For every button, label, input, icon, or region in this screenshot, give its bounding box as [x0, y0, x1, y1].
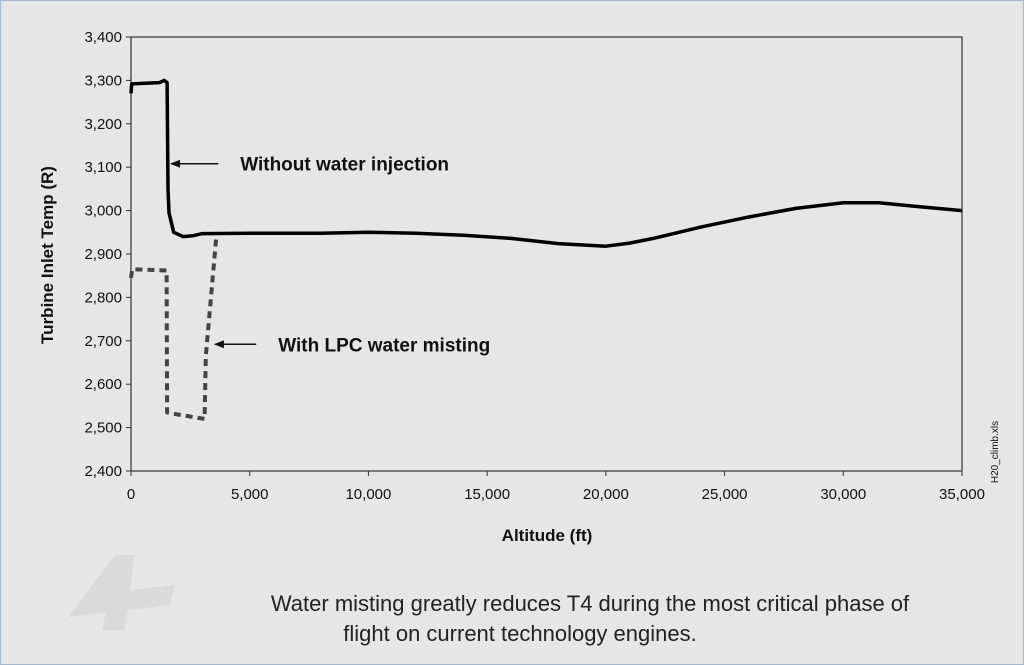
y-tick-label: 3,000 [84, 203, 122, 220]
y-tick-label: 2,900 [84, 246, 122, 263]
caption-line-1: Water misting greatly reduces T4 during … [270, 591, 910, 616]
x-tick-label: 30,000 [820, 486, 866, 503]
x-tick-label: 15,000 [464, 486, 510, 503]
y-axis-label: Turbine Inlet Temp (R) [38, 166, 57, 344]
turbine-temp-chart: 0 5,000 10,000 15,000 20,000 25,000 30,000 35,0… [38, 29, 1001, 545]
y-tick-label: 3,100 [84, 159, 122, 176]
x-tick-label: 20,000 [583, 486, 629, 503]
y-tick-label: 2,500 [84, 420, 122, 437]
y-tick-label: 2,800 [84, 289, 122, 306]
chart-ticks: 0 5,000 10,000 15,000 20,000 25,000 30,000 35,0… [84, 29, 984, 503]
y-tick-label: 3,400 [84, 29, 122, 46]
x-axis-label: Altitude (ft) [502, 526, 593, 545]
y-tick-label: 3,300 [84, 72, 122, 89]
annotation-without-water-injection: Without water injection [240, 155, 449, 176]
x-tick-label: 10,000 [345, 486, 391, 503]
x-tick-label: 35,000 [939, 486, 985, 503]
y-tick-label: 2,600 [84, 376, 122, 393]
x-tick-label: 5,000 [231, 486, 269, 503]
caption-line-2: flight on current technology engines. [343, 621, 697, 646]
series-line-without-water-injection [129, 78, 963, 248]
chart-annotations: Without water injection With LPC water mi… [169, 155, 490, 356]
source-file-label: H20_climb.xls [990, 421, 1001, 483]
series-line-with-lpc-water-misting [129, 234, 219, 421]
y-tick-label: 2,700 [84, 333, 122, 350]
chart-series [129, 78, 963, 421]
plot-area-border [130, 36, 963, 472]
watermark-logo-icon [68, 555, 175, 630]
chart-axes [130, 36, 963, 472]
y-tick-label: 2,400 [84, 463, 122, 480]
annotation-with-lpc-water-misting: With LPC water misting [278, 335, 490, 356]
x-tick-label: 0 [127, 486, 135, 503]
y-tick-label: 3,200 [84, 116, 122, 133]
x-tick-label: 25,000 [702, 486, 748, 503]
